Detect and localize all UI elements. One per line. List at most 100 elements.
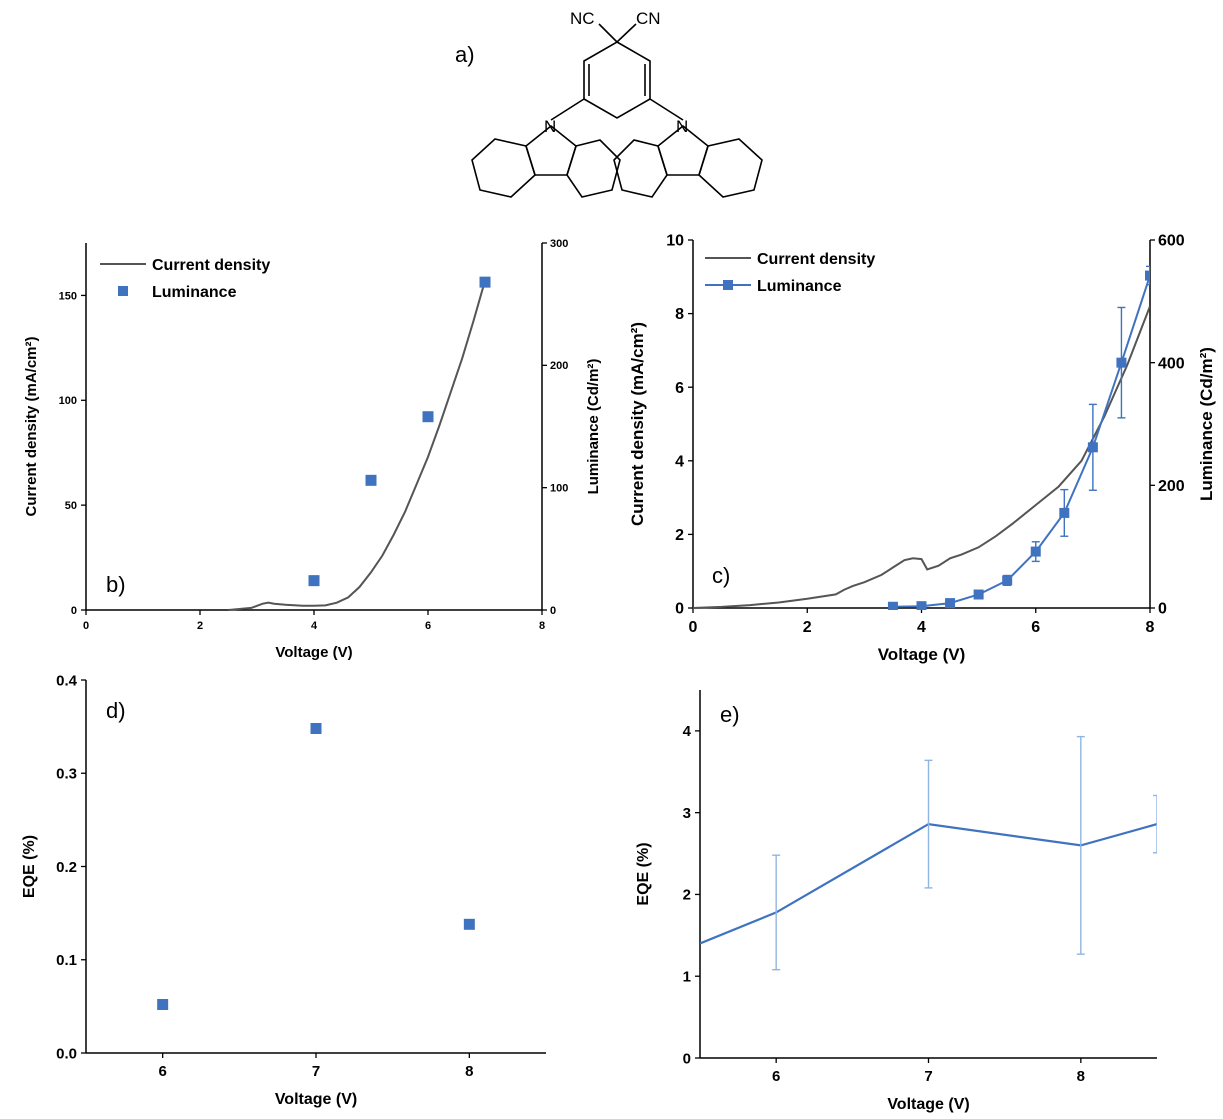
nitrile-label-left: NC bbox=[570, 9, 595, 28]
x-tick-label: 4 bbox=[311, 620, 318, 632]
y-tick-label: 8 bbox=[675, 306, 684, 323]
nitrile-label-right: CN bbox=[636, 9, 661, 28]
y-tick-label: 3 bbox=[683, 805, 691, 822]
y-tick-label: 0.2 bbox=[56, 859, 77, 876]
molecule-structure bbox=[471, 23, 763, 198]
plot-area bbox=[157, 722, 475, 1011]
y-tick-label: 2 bbox=[683, 887, 691, 904]
left-carbazole-ring-right bbox=[566, 139, 621, 198]
data-point bbox=[916, 601, 927, 610]
x-tick-label: 8 bbox=[539, 620, 545, 632]
panel-label-c: c) bbox=[712, 563, 730, 588]
data-point bbox=[945, 598, 956, 609]
x-tick-label: 8 bbox=[465, 1063, 473, 1080]
legend: Current density Luminance bbox=[100, 257, 270, 301]
y-tick-label: 0.1 bbox=[56, 952, 77, 969]
y-tick-label: 4 bbox=[675, 453, 684, 470]
legend-label: Luminance bbox=[757, 278, 842, 295]
data-point bbox=[1145, 270, 1150, 281]
y2-axis-label: Luminance (Cd/m²) bbox=[585, 359, 602, 495]
chart-e: 6 7 8 0 1 2 3 4 Voltage (V) EQE (%) bbox=[635, 690, 1157, 1113]
x-tick-label: 0 bbox=[689, 619, 698, 636]
legend: Current density Luminance bbox=[705, 251, 875, 295]
data-point bbox=[463, 918, 475, 930]
x-axis-label: Voltage (V) bbox=[887, 1096, 969, 1113]
y-axis-label: Current density (mA/cm²) bbox=[628, 322, 647, 526]
nitrogen-label-left: N bbox=[544, 117, 556, 136]
x-axis-label: Voltage (V) bbox=[275, 644, 352, 661]
y-axis-label: EQE (%) bbox=[21, 835, 38, 898]
y-tick-label: 2 bbox=[675, 527, 684, 544]
nitrile-bond-right bbox=[616, 23, 637, 43]
y-tick-label: 10 bbox=[666, 233, 684, 250]
series-line bbox=[693, 305, 1150, 609]
x-tick-label: 6 bbox=[425, 620, 431, 632]
data-point bbox=[310, 722, 322, 734]
x-tick-label: 8 bbox=[1146, 619, 1155, 636]
x-tick-label: 2 bbox=[803, 619, 812, 636]
x-tick-label: 8 bbox=[1077, 1068, 1085, 1085]
y2-tick-label: 0 bbox=[550, 605, 556, 617]
y-axis-label: Current density (mA/cm²) bbox=[23, 336, 40, 516]
y-tick-label: 0 bbox=[675, 601, 684, 618]
y-tick-label: 0.0 bbox=[56, 1045, 77, 1062]
y-tick-label: 4 bbox=[683, 723, 692, 740]
legend-swatch-marker bbox=[118, 286, 128, 296]
panel-label-e: e) bbox=[720, 702, 740, 727]
data-point bbox=[365, 474, 377, 486]
y-tick-label: 0.4 bbox=[56, 672, 78, 689]
data-point bbox=[1116, 357, 1127, 368]
right-carbazole-ring-left bbox=[613, 139, 668, 198]
y-axis-label: EQE (%) bbox=[635, 842, 652, 905]
panel-label-b: b) bbox=[106, 572, 126, 597]
left-carbazole-pyrrole bbox=[525, 124, 577, 176]
legend-swatch-marker bbox=[723, 280, 733, 290]
n-bond-left bbox=[550, 98, 585, 121]
right-carbazole-ring-right bbox=[698, 138, 763, 198]
y2-tick-label: 200 bbox=[550, 360, 568, 372]
data-point bbox=[887, 601, 898, 610]
y-tick-label: 1 bbox=[683, 968, 691, 985]
data-point bbox=[479, 276, 491, 288]
x-tick-label: 6 bbox=[158, 1063, 166, 1080]
panel-label-a: a) bbox=[455, 42, 475, 67]
y-tick-label: 0.3 bbox=[56, 766, 77, 783]
plot-area bbox=[700, 735, 1157, 971]
y2-axis-label: Luminance (Cd/m²) bbox=[1197, 347, 1216, 501]
x-tick-label: 6 bbox=[1031, 619, 1040, 636]
x-tick-label: 7 bbox=[924, 1068, 932, 1085]
chart-d: 6 7 8 0.0 0.1 0.2 0.3 0.4 Voltage (V) EQE (%) bbox=[21, 672, 546, 1108]
n-bond-right bbox=[649, 98, 684, 121]
x-tick-label: 7 bbox=[312, 1063, 320, 1080]
y2-tick-label: 100 bbox=[550, 483, 568, 495]
nitrogen-label-right: N bbox=[676, 117, 688, 136]
x-tick-label: 6 bbox=[772, 1068, 780, 1085]
data-point bbox=[157, 999, 169, 1011]
x-tick-label: 0 bbox=[83, 620, 89, 632]
data-point bbox=[1030, 546, 1041, 557]
legend-label: Luminance bbox=[152, 284, 237, 301]
central-benzene-ring bbox=[583, 41, 651, 119]
y-tick-label: 0 bbox=[683, 1050, 691, 1067]
x-axis-label: Voltage (V) bbox=[878, 645, 966, 664]
legend-label: Current density bbox=[152, 257, 270, 274]
y-tick-label: 150 bbox=[59, 290, 77, 302]
y-tick-label: 0 bbox=[71, 605, 77, 617]
plot-area bbox=[693, 265, 1150, 610]
y2-tick-label: 200 bbox=[1158, 478, 1185, 495]
y2-tick-label: 300 bbox=[550, 238, 568, 250]
x-axis-label: Voltage (V) bbox=[275, 1091, 357, 1108]
data-point bbox=[1002, 575, 1013, 586]
data-point bbox=[1087, 442, 1098, 453]
y-tick-label: 100 bbox=[59, 395, 77, 407]
data-point bbox=[422, 411, 434, 423]
nitrile-bond-left bbox=[598, 23, 618, 43]
series-line bbox=[892, 275, 1150, 608]
legend-label: Current density bbox=[757, 251, 875, 268]
x-tick-label: 4 bbox=[917, 619, 926, 636]
panel-label-d: d) bbox=[106, 698, 126, 723]
y-tick-label: 6 bbox=[675, 380, 684, 397]
